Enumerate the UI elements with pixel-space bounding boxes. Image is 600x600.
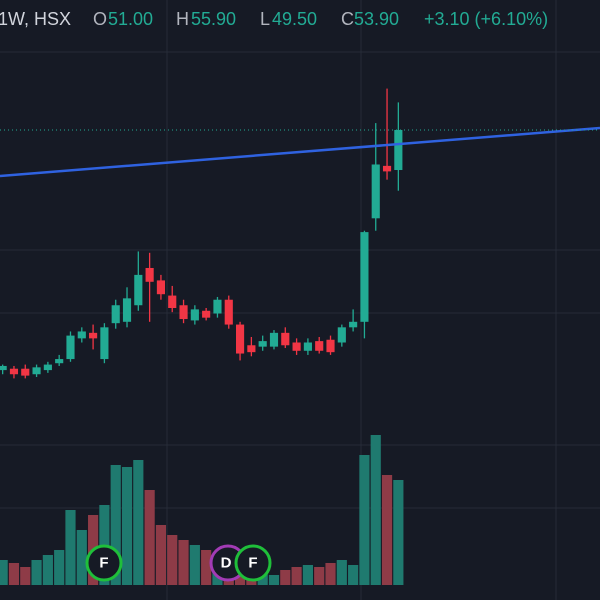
candle-body: [145, 267, 154, 282]
low-value: 49.50: [272, 9, 317, 29]
candle-body: [258, 341, 267, 347]
high-value: 55.90: [191, 9, 236, 29]
candle-body: [394, 129, 403, 171]
event-marker[interactable]: [85, 544, 123, 582]
candle-body: [100, 327, 109, 360]
open-value: 51.00: [108, 9, 153, 29]
volume-bar: [268, 575, 280, 585]
volume-bar: [325, 563, 336, 585]
candle-body: [371, 164, 380, 219]
candle-body: [55, 359, 64, 364]
candle-body: [281, 332, 290, 346]
event-label: F: [99, 555, 108, 572]
close-value: 53.90: [354, 9, 399, 29]
volume-bar: [8, 563, 20, 585]
volume-bar: [133, 460, 144, 585]
open-label: O: [93, 9, 107, 29]
volume-bar: [336, 560, 347, 585]
volume-bar: [54, 550, 65, 585]
volume-bar: [144, 490, 155, 585]
candle-body: [21, 368, 30, 376]
candle-body: [77, 331, 86, 339]
volume-bar: [393, 480, 404, 585]
volume-bar: [291, 567, 302, 585]
volume-bar: [110, 465, 121, 585]
price-pane: [0, 88, 403, 379]
candle-body: [382, 165, 392, 172]
volume-bar: [348, 565, 359, 585]
volume-bar: [76, 530, 87, 585]
high-label: H: [176, 9, 189, 29]
candle-body: [89, 332, 98, 339]
candle-body: [111, 305, 120, 324]
candle-body: [337, 327, 346, 343]
volume-bar: [20, 567, 31, 585]
close-label: C: [341, 9, 354, 29]
candle-body: [269, 332, 279, 347]
symbol: 1W, HSX: [0, 9, 71, 29]
volume-bar: [381, 475, 393, 585]
candle-body: [134, 274, 143, 306]
low-label: L: [260, 9, 270, 29]
candle-body: [32, 367, 41, 375]
candle-body: [0, 365, 7, 371]
volume-bar: [302, 565, 313, 585]
events: F D F: [85, 544, 272, 582]
volume-bar: [280, 570, 291, 585]
volume-bar: [155, 525, 167, 585]
volume-bar: [31, 560, 42, 585]
volume-bar: [167, 535, 178, 585]
volume-bar: [201, 550, 212, 585]
volume-bar: [65, 510, 76, 585]
candle-body: [247, 345, 256, 353]
candle-body: [190, 309, 199, 321]
candle-body: [66, 335, 75, 360]
candle-body: [43, 364, 52, 371]
candle-body: [179, 305, 188, 320]
candle-body: [235, 324, 245, 354]
candle-body: [315, 341, 324, 351]
change: +3.10 (+6.10%): [424, 9, 548, 29]
volume-bar: [359, 455, 370, 585]
event-label: F: [248, 555, 257, 572]
candle-body: [292, 342, 301, 351]
volume-bar: [0, 560, 8, 585]
candle-body: [303, 342, 312, 351]
volume-bar: [178, 540, 189, 585]
candle-body: [122, 298, 132, 322]
volume-bar: [121, 467, 133, 585]
candle-body: [360, 232, 369, 322]
candle-body: [349, 321, 358, 328]
volume-bar: [189, 545, 200, 585]
volume-bar: [42, 555, 53, 585]
volume-bar: [370, 435, 381, 585]
candle-body: [156, 280, 166, 295]
event-marker[interactable]: [234, 544, 272, 582]
candle-body: [224, 299, 233, 325]
legend: 1W, HSX O 51.00 H 55.90 L 49.50 C 53.90 …: [0, 9, 548, 29]
trend-line[interactable]: [0, 126, 600, 178]
candle-body: [326, 339, 335, 353]
candle-body: [9, 368, 19, 375]
candle-body: [202, 310, 211, 318]
event-label: D: [221, 555, 232, 572]
candle-body: [213, 299, 222, 314]
candle-body: [168, 295, 177, 309]
volume-bar: [314, 567, 325, 585]
volume-bar: [257, 573, 268, 585]
